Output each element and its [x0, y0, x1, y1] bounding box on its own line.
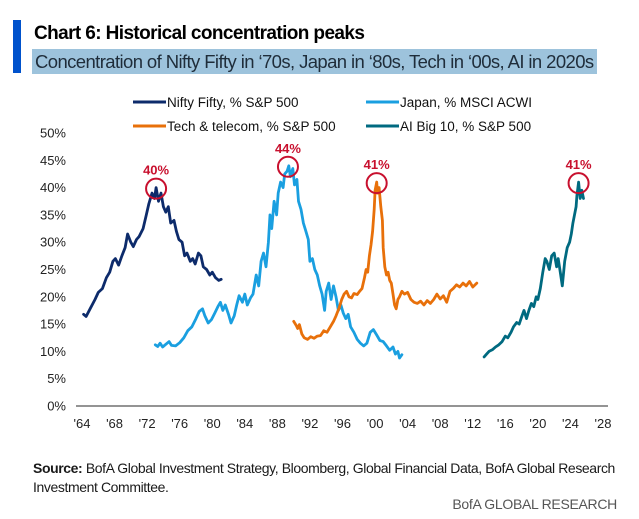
peak-label: 44% — [275, 141, 301, 156]
x-tick-label: '16 — [497, 416, 514, 431]
x-tick-label: '88 — [269, 416, 286, 431]
peak-label: 41% — [364, 157, 390, 172]
y-tick-label: 30% — [40, 235, 66, 250]
y-tick-label: 0% — [47, 399, 66, 414]
y-tick-label: 25% — [40, 262, 66, 277]
title-accent-bar — [13, 20, 21, 73]
legend-label: AI Big 10, % S&P 500 — [400, 119, 531, 134]
x-tick-label: '92 — [301, 416, 318, 431]
source-note: Source: BofA Global Investment Strategy,… — [33, 459, 633, 497]
x-tick-label: '76 — [171, 416, 188, 431]
y-tick-label: 45% — [40, 153, 66, 168]
legend-item: Tech & telecom, % S&P 500 — [133, 119, 336, 134]
y-tick-label: 15% — [40, 317, 66, 332]
legend-item: AI Big 10, % S&P 500 — [366, 119, 531, 134]
x-tick-label: '04 — [399, 416, 416, 431]
line-chart: Nifty Fifty, % S&P 500 Japan, % MSCI ACWI… — [40, 95, 612, 431]
y-tick-label: 35% — [40, 207, 66, 222]
x-tick-label: '12 — [464, 416, 481, 431]
y-axis: 0% 5% 10% 15% 20% 25% 30% 35% 40% 45% 50% — [40, 126, 66, 414]
x-tick-label: '24 — [562, 416, 579, 431]
legend-label: Tech & telecom, % S&P 500 — [167, 119, 336, 134]
peak-marker-circle — [276, 155, 299, 178]
y-tick-label: 40% — [40, 180, 66, 195]
peak-label: 41% — [566, 157, 592, 172]
brand-footer: BofA GLOBAL RESEARCH — [452, 496, 617, 512]
peak-label: 40% — [143, 163, 169, 178]
source-label: Source: — [33, 460, 83, 476]
x-tick-label: '72 — [139, 416, 156, 431]
series-line-3 — [482, 180, 585, 359]
source-text: BofA Global Investment Strategy, Bloombe… — [33, 460, 615, 495]
series-line-0 — [82, 186, 223, 318]
x-tick-label: '80 — [204, 416, 221, 431]
y-tick-label: 20% — [40, 289, 66, 304]
x-tick-label: '68 — [106, 416, 123, 431]
chart-subtitle: Concentration of Nifty Fifty in ‘70s, Ja… — [32, 49, 597, 74]
legend-item: Japan, % MSCI ACWI — [366, 95, 532, 110]
x-tick-label: '08 — [432, 416, 449, 431]
x-tick-label: '20 — [529, 416, 546, 431]
legend-label: Japan, % MSCI ACWI — [400, 95, 532, 110]
x-tick-label: '64 — [74, 416, 91, 431]
series-line-2 — [292, 180, 479, 341]
chart-title: Chart 6: Historical concentration peaks — [34, 23, 365, 44]
y-tick-label: 50% — [40, 126, 66, 141]
peak-marker-circle — [567, 172, 590, 195]
y-tick-label: 10% — [40, 344, 66, 359]
x-tick-label: '84 — [236, 416, 253, 431]
series-layer — [82, 164, 585, 360]
legend-label: Nifty Fifty, % S&P 500 — [167, 95, 299, 110]
y-tick-label: 5% — [47, 371, 66, 386]
x-tick-label: '96 — [334, 416, 351, 431]
legend-item: Nifty Fifty, % S&P 500 — [133, 95, 299, 110]
x-tick-label: '00 — [367, 416, 384, 431]
annotation-layer: 40% 44% 41% 41% — [143, 141, 592, 200]
series-line-1 — [153, 164, 404, 360]
peak-marker-circle — [145, 177, 168, 200]
peak-marker-circle — [365, 172, 388, 195]
legend: Nifty Fifty, % S&P 500 Japan, % MSCI ACWI… — [133, 95, 532, 134]
x-axis: '64 '68 '72 '76 '80 '84 '88 '92 '96 '00 '04 '08 '12 '… — [74, 405, 612, 431]
x-tick-label: '28 — [595, 416, 612, 431]
